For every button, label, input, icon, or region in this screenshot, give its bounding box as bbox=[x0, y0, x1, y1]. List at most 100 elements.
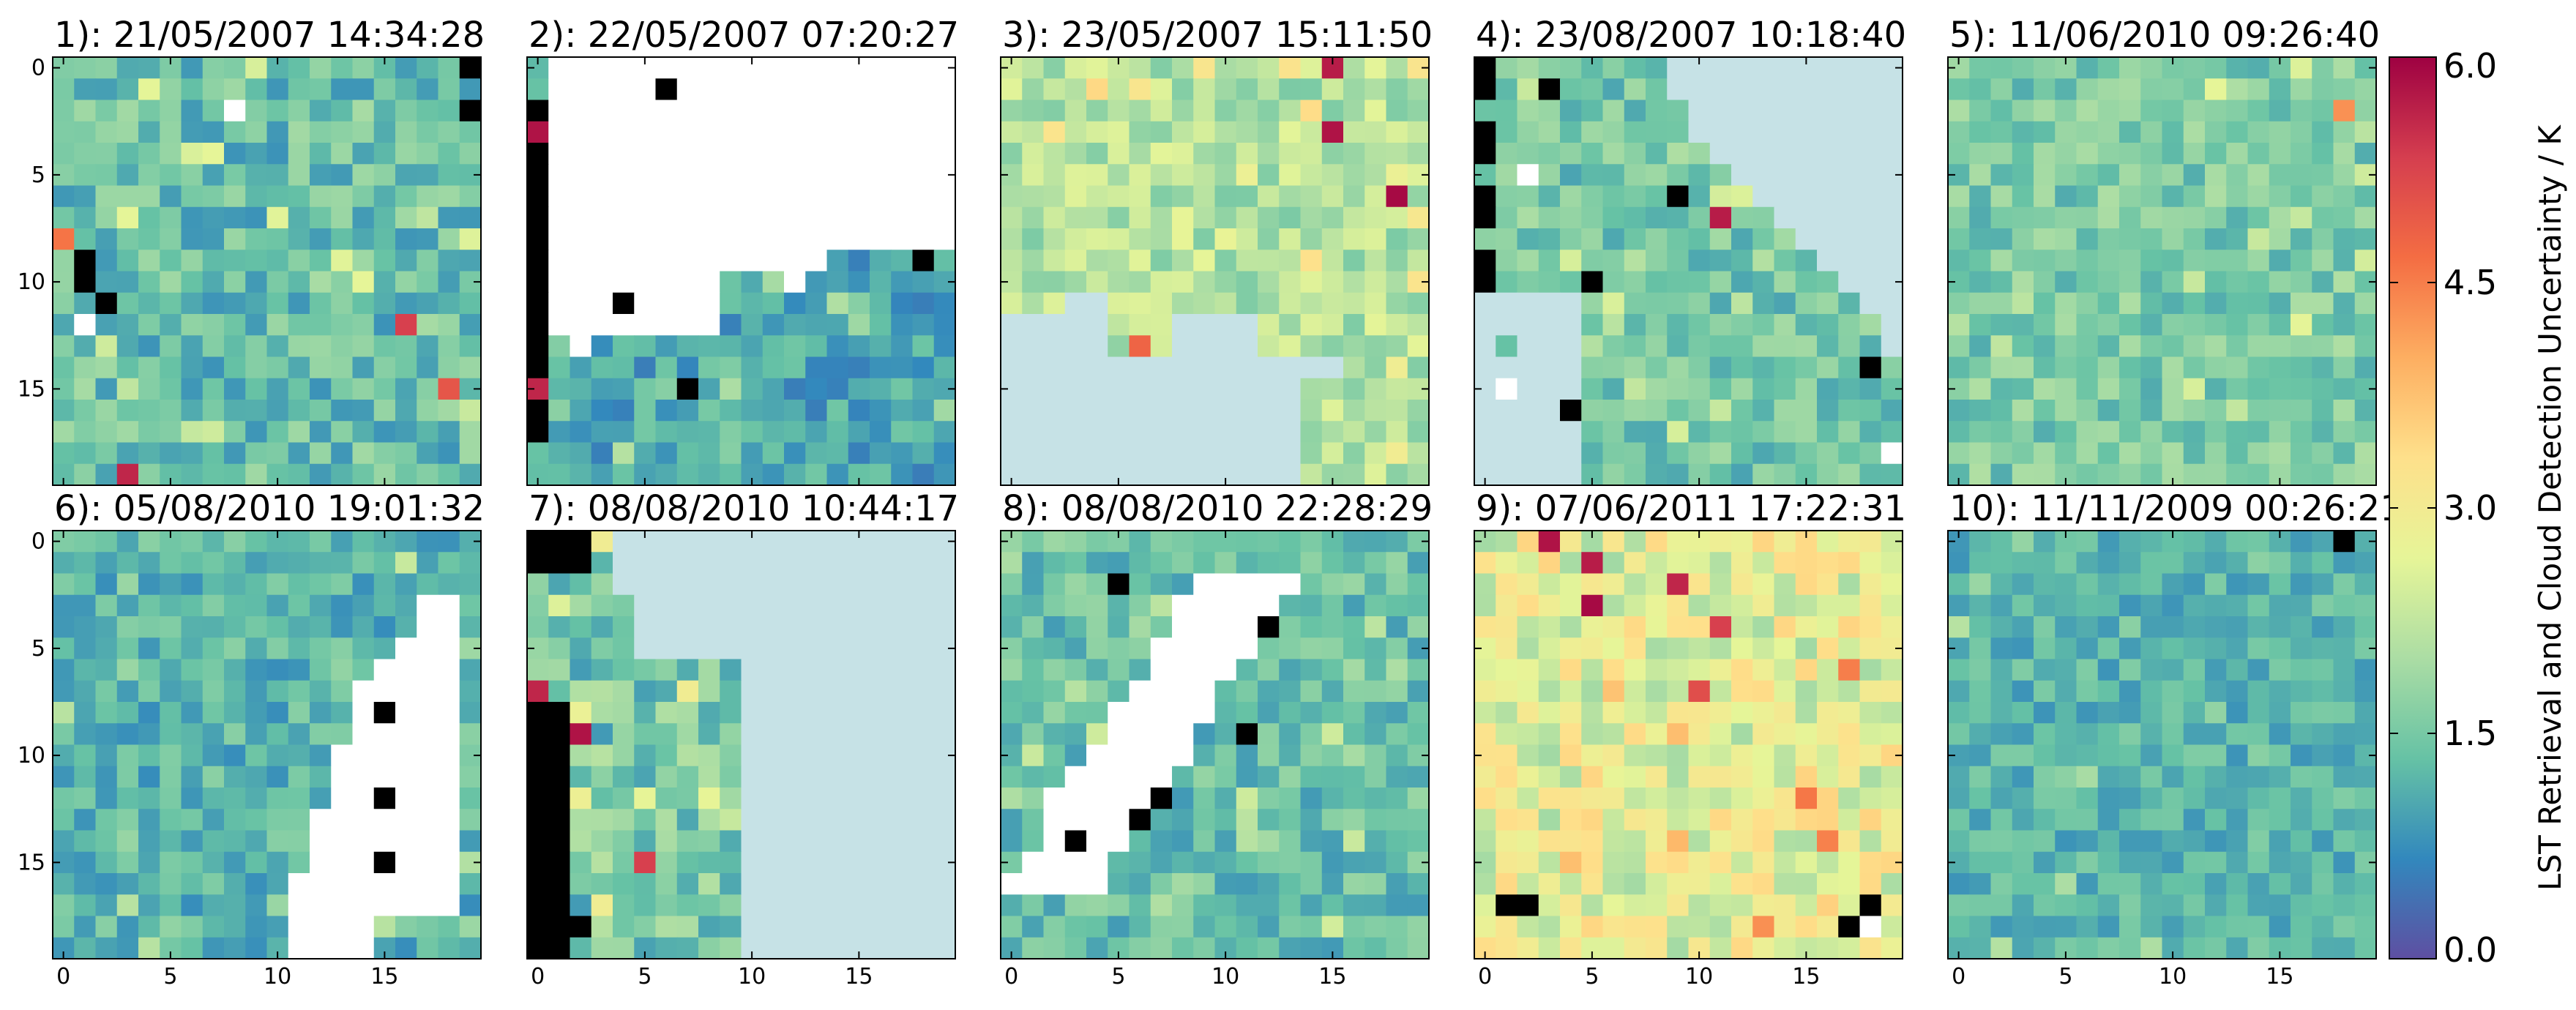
heatmap-cell bbox=[912, 442, 935, 465]
heatmap-cell bbox=[1990, 723, 2013, 746]
heatmap-cell bbox=[912, 206, 935, 229]
heatmap-cell bbox=[1731, 271, 1753, 293]
heatmap-cell bbox=[1258, 531, 1280, 553]
heatmap-cell bbox=[74, 680, 97, 703]
heatmap-cell bbox=[2097, 143, 2120, 165]
heatmap-cell bbox=[676, 894, 699, 917]
heatmap-cell bbox=[2354, 766, 2377, 788]
heatmap-cell bbox=[1150, 335, 1173, 358]
heatmap-cell bbox=[1838, 873, 1861, 895]
heatmap-cell bbox=[1086, 552, 1108, 575]
heatmap-cell bbox=[2312, 916, 2334, 938]
heatmap-cell bbox=[352, 937, 375, 960]
heatmap-cell bbox=[459, 335, 482, 358]
heatmap-cell bbox=[805, 788, 828, 809]
heatmap-cell bbox=[762, 637, 785, 660]
heatmap-cell bbox=[2333, 356, 2356, 379]
heatmap-cell bbox=[1321, 788, 1344, 809]
heatmap-cell bbox=[870, 830, 892, 853]
x-tick-label: 15 bbox=[2266, 964, 2293, 990]
heatmap-cell bbox=[1667, 78, 1690, 101]
heatmap-cell bbox=[1386, 292, 1408, 315]
heatmap-cell bbox=[438, 78, 460, 101]
heatmap-cell bbox=[2097, 766, 2120, 788]
heatmap-cell bbox=[1817, 744, 1839, 767]
heatmap-cell bbox=[2312, 292, 2334, 315]
heatmap-cell bbox=[331, 442, 354, 465]
heatmap-cell bbox=[2205, 873, 2227, 895]
heatmap-cell bbox=[591, 873, 613, 895]
heatmap-cell bbox=[2247, 937, 2270, 960]
heatmap-cell bbox=[655, 250, 678, 272]
heatmap-cell bbox=[138, 873, 160, 895]
heatmap-cell bbox=[1859, 659, 1882, 681]
heatmap-cell bbox=[245, 809, 268, 831]
heatmap-cell bbox=[741, 702, 764, 724]
heatmap-cell bbox=[288, 680, 310, 703]
heatmap-cell bbox=[1022, 421, 1045, 444]
heatmap-cell bbox=[1300, 250, 1323, 272]
heatmap-cell bbox=[224, 206, 246, 229]
heatmap-cell bbox=[1129, 830, 1151, 853]
heatmap-cell bbox=[1969, 442, 1992, 465]
heatmap-cell bbox=[1517, 744, 1539, 767]
heatmap-cell bbox=[74, 723, 97, 746]
heatmap-cell bbox=[1517, 552, 1539, 575]
heatmap-cell bbox=[2312, 723, 2334, 746]
heatmap-cell bbox=[676, 723, 699, 746]
heatmap-cell bbox=[613, 78, 635, 101]
panel-title: 6): 05/08/2010 19:01:32 bbox=[54, 488, 485, 529]
heatmap-cell bbox=[2226, 659, 2249, 681]
heatmap-cell bbox=[2247, 851, 2270, 874]
heatmap-cell bbox=[2333, 164, 2356, 187]
heatmap-cell bbox=[1300, 552, 1323, 575]
heatmap-cell bbox=[1646, 723, 1668, 746]
heatmap-cell bbox=[591, 916, 613, 938]
heatmap-cell bbox=[2162, 228, 2184, 250]
heatmap-cell bbox=[2034, 356, 2056, 379]
heatmap-cell bbox=[2012, 378, 2034, 400]
heatmap-cell bbox=[2312, 894, 2334, 917]
heatmap-cell bbox=[1795, 100, 1818, 122]
heatmap-cell bbox=[331, 531, 354, 553]
heatmap-cell bbox=[1646, 57, 1668, 79]
heatmap-cell bbox=[138, 121, 160, 143]
heatmap-cell bbox=[2205, 531, 2227, 553]
heatmap-cell bbox=[2247, 680, 2270, 703]
heatmap-cell bbox=[1709, 916, 1732, 938]
heatmap-cell bbox=[762, 894, 785, 917]
heatmap-cell bbox=[2012, 185, 2034, 208]
heatmap-cell bbox=[1086, 594, 1108, 617]
heatmap-cell bbox=[181, 894, 204, 917]
heatmap-cell bbox=[1172, 228, 1194, 250]
heatmap-cell bbox=[1300, 57, 1323, 79]
heatmap-cell bbox=[1688, 766, 1711, 788]
heatmap-cell bbox=[331, 400, 354, 422]
heatmap-cell bbox=[912, 185, 935, 208]
heatmap-cell bbox=[1086, 442, 1108, 465]
heatmap-cell bbox=[395, 851, 417, 874]
heatmap-cell bbox=[1022, 314, 1045, 336]
heatmap-cell bbox=[1560, 314, 1582, 336]
heatmap-cell bbox=[933, 916, 956, 938]
heatmap-cell bbox=[1150, 916, 1173, 938]
heatmap-cell bbox=[2055, 552, 2077, 575]
heatmap-cell bbox=[1496, 164, 1518, 187]
panel-title: 5): 11/06/2010 09:26:40 bbox=[1949, 15, 2380, 56]
heatmap-cell bbox=[2291, 250, 2312, 272]
heatmap-cell bbox=[1150, 356, 1173, 379]
heatmap-cell bbox=[1517, 594, 1539, 617]
heatmap-cell bbox=[2012, 143, 2034, 165]
heatmap-panel-4: 4): 23/08/2007 10:18:40 bbox=[1474, 15, 1906, 486]
heatmap-cell bbox=[1258, 680, 1280, 703]
heatmap-cell bbox=[1817, 616, 1839, 638]
heatmap-cell bbox=[870, 378, 892, 400]
heatmap-cell bbox=[95, 271, 118, 293]
heatmap-cell bbox=[53, 292, 75, 315]
heatmap-cell bbox=[74, 766, 97, 788]
heatmap-cell bbox=[826, 937, 849, 960]
heatmap-cell bbox=[1343, 356, 1365, 379]
heatmap-cell bbox=[1817, 680, 1839, 703]
heatmap-cell bbox=[2097, 57, 2120, 79]
heatmap-cell bbox=[1859, 463, 1882, 486]
